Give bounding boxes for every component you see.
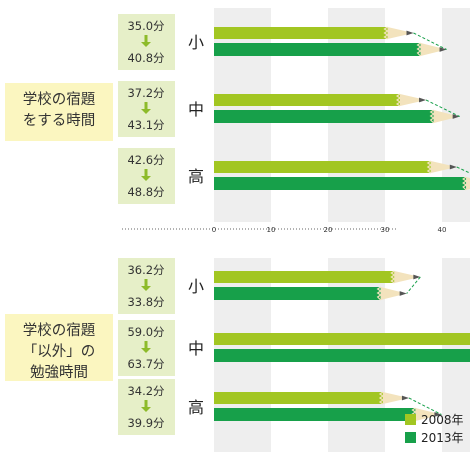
value-2008-label: 42.6分 — [127, 153, 165, 167]
change-connector — [406, 276, 421, 294]
group-label-box-0 — [5, 83, 113, 141]
bar-2008-body — [214, 333, 470, 345]
value-2013-label: 43.1分 — [127, 118, 165, 132]
bar-2013-body — [214, 110, 434, 123]
bar-2008-shaving — [383, 26, 389, 40]
group-label-line: 「以外」の — [23, 343, 96, 360]
bar-2013-tip — [420, 43, 447, 56]
bar-2013-body — [214, 408, 416, 421]
bar-2008-lead — [413, 274, 421, 280]
down-arrow-head-icon — [141, 348, 151, 353]
bar-2008-shaving — [395, 93, 402, 107]
bar-2008-lead — [406, 30, 414, 36]
category-label: 中 — [188, 339, 204, 358]
bar-2008-lead — [449, 164, 457, 170]
pencil-bars — [214, 26, 470, 422]
legend-label-1: 2013年 — [421, 431, 464, 445]
value-2013-label: 48.8分 — [127, 185, 165, 199]
value-2013-label: 39.9分 — [127, 416, 165, 430]
change-connector — [425, 99, 460, 117]
value-label-boxes: 35.0分40.8分小37.2分43.1分中42.6分48.8分高36.2分33… — [118, 14, 204, 435]
change-connector — [413, 32, 447, 50]
value-2008-label: 37.2分 — [127, 86, 165, 100]
legend-label-0: 2008年 — [421, 413, 464, 427]
group-label-box-1 — [5, 314, 113, 381]
bar-2008-tip — [394, 271, 421, 283]
change-connector — [456, 166, 470, 174]
x-axis: 01020304050（分） — [122, 226, 447, 234]
bar-2008-body — [214, 27, 388, 39]
category-label: 高 — [188, 167, 204, 186]
bar-2008-lead — [401, 395, 409, 401]
bar-2008-body — [214, 392, 383, 404]
bar-2008-tip — [430, 161, 457, 173]
bar-2013-tip — [415, 408, 442, 421]
down-arrow-head-icon — [141, 176, 151, 181]
bar-2013-body — [214, 349, 470, 362]
bar-2013-tip — [433, 110, 460, 123]
bar-2008-body — [214, 94, 401, 106]
legend: 2008年 2013年 — [405, 413, 464, 445]
bar-2013-body — [214, 177, 467, 190]
down-arrow-head-icon — [141, 286, 151, 291]
category-label: 高 — [188, 398, 204, 417]
bar-2008-body — [214, 161, 431, 173]
down-arrow-head-icon — [141, 42, 151, 47]
category-label: 中 — [188, 100, 204, 119]
value-2008-label: 59.0分 — [127, 325, 165, 339]
bar-2013-shaving — [416, 42, 422, 57]
legend-swatch-1 — [405, 432, 416, 443]
grid-bands — [214, 8, 470, 452]
value-2013-label: 33.8分 — [127, 295, 165, 309]
bar-2008-lead — [419, 97, 427, 103]
value-2013-label: 63.7分 — [127, 357, 165, 371]
group-label-line: 学校の宿題 — [23, 322, 96, 339]
legend-swatch-0 — [405, 414, 416, 425]
bar-2008-shaving — [426, 160, 432, 174]
change-connector — [408, 397, 442, 415]
down-arrow-head-icon — [141, 407, 151, 412]
bar-2013-shaving — [429, 109, 435, 124]
bar-2013-lead — [434, 412, 442, 417]
bar-2013-tip — [466, 177, 470, 190]
down-arrow-head-icon — [141, 109, 151, 114]
bar-2008-shaving — [390, 270, 396, 284]
bar-2013-shaving — [462, 176, 468, 191]
x-tick-label: 0 — [212, 226, 216, 234]
x-tick-label: 30 — [381, 226, 390, 234]
bar-2013-tip — [380, 287, 407, 300]
bar-2008-shaving — [378, 391, 385, 405]
group-label-line: をする時間 — [23, 112, 96, 129]
bar-2008-tip — [400, 94, 427, 106]
category-label: 小 — [188, 277, 204, 296]
group-label-line: 学校の宿題 — [23, 91, 96, 108]
bar-2013-body — [214, 43, 421, 56]
bar-2013-body — [214, 287, 381, 300]
bar-2008-body — [214, 271, 395, 283]
value-2008-label: 34.2分 — [127, 384, 165, 398]
value-2013-label: 40.8分 — [127, 51, 165, 65]
category-label: 小 — [188, 33, 204, 52]
bar-2013-lead — [452, 114, 460, 119]
x-tick-label: 20 — [324, 226, 333, 234]
value-2008-label: 36.2分 — [127, 263, 165, 277]
bar-2013-lead — [399, 291, 407, 296]
bar-2013-shaving — [376, 286, 382, 301]
bar-2013-lead — [439, 47, 447, 52]
value-2008-label: 35.0分 — [127, 19, 165, 33]
group-label-line: 勉強時間 — [30, 364, 88, 381]
x-tick-label: 40 — [438, 226, 447, 234]
x-tick-label: 10 — [267, 226, 276, 234]
bar-2008-tip — [382, 392, 409, 404]
bar-2008-tip — [387, 27, 414, 39]
